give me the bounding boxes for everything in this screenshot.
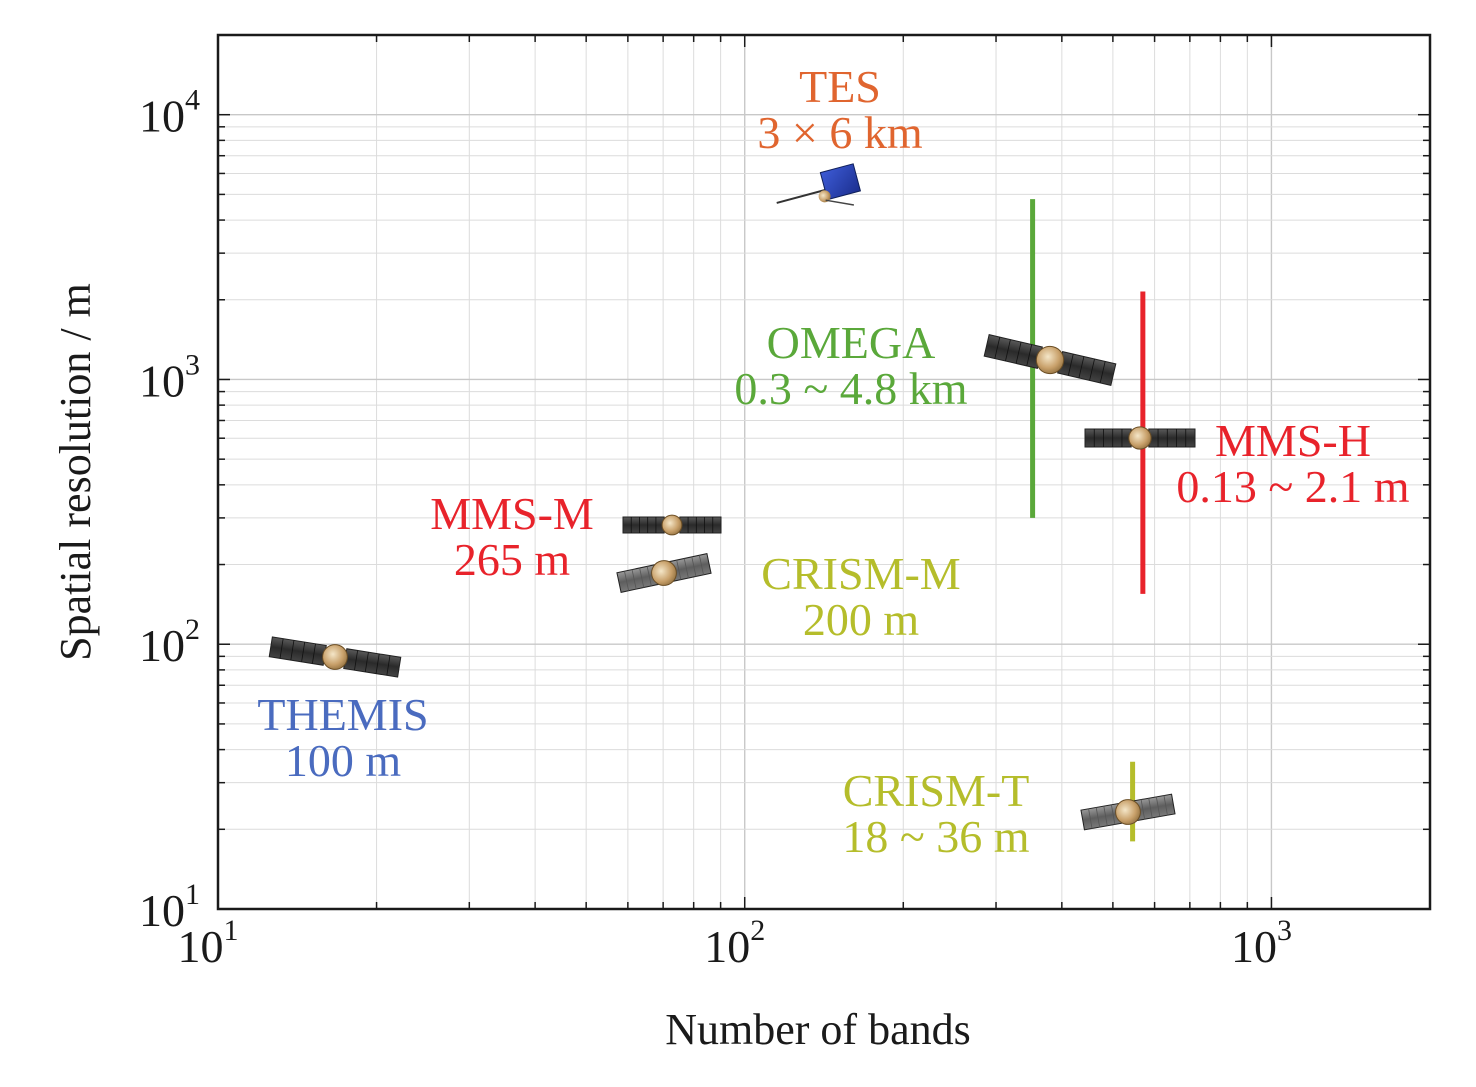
label-crism-m-resolution: 200 m	[803, 594, 920, 645]
label-tes-resolution: 3 × 6 km	[757, 107, 922, 158]
x-tick-label: 101	[178, 914, 239, 972]
label-mms-m-name: MMS-M	[430, 488, 594, 539]
label-mms-m-resolution: 265 m	[454, 534, 571, 585]
label-crism-m-name: CRISM-M	[761, 548, 960, 599]
y-tick-label: 103	[139, 348, 200, 406]
satellite-icon-tes	[776, 163, 862, 206]
satellite-icon-mms-h	[1084, 426, 1196, 450]
y-axis-label: Spatial resolution / m	[51, 283, 100, 661]
label-mms-h-resolution: 0.13 ~ 2.1 m	[1176, 461, 1409, 512]
satellite-icons	[268, 163, 1196, 831]
satellite-icon-themis	[268, 636, 402, 678]
y-tick-label: 101	[139, 878, 200, 936]
satellite-icon-crism-t	[1080, 793, 1176, 831]
x-tick-label: 102	[704, 914, 765, 972]
satellite-icon-crism-m	[616, 553, 712, 593]
x-tick-label: 103	[1231, 914, 1292, 972]
label-mms-h-name: MMS-H	[1215, 415, 1371, 466]
plot-frame	[216, 33, 1432, 911]
y-tick-label: 104	[139, 84, 200, 142]
label-omega-resolution: 0.3 ~ 4.8 km	[734, 363, 967, 414]
label-crism-t-resolution: 18 ~ 36 m	[842, 811, 1029, 862]
label-omega-name: OMEGA	[767, 317, 936, 368]
satellite-icon-omega	[983, 334, 1117, 386]
tick-labels: 101 102 103 101 102 103 104	[139, 84, 1292, 972]
label-crism-t-name: CRISM-T	[843, 765, 1030, 816]
y-tick-label: 102	[139, 613, 200, 671]
satellite-icon-mms-m	[622, 514, 722, 536]
label-themis-name: THEMIS	[257, 689, 428, 740]
label-themis-resolution: 100 m	[285, 735, 402, 786]
label-tes-name: TES	[799, 61, 881, 112]
x-axis-label: Number of bands	[665, 1005, 971, 1054]
